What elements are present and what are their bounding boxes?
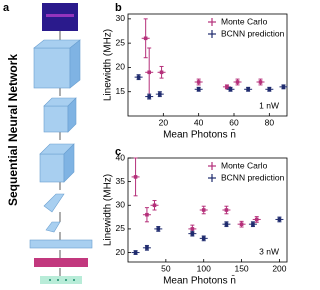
y-tick-label: 20 (116, 62, 126, 72)
point (224, 208, 229, 212)
point (225, 85, 229, 89)
y-tick-label: 20 (116, 247, 126, 257)
point (267, 87, 272, 92)
point (258, 80, 263, 84)
point (190, 227, 195, 231)
point (158, 92, 162, 96)
figure: a b c Sequential Neural Network 20 40 60 80… (3, 2, 288, 287)
y-tick-label: 15 (116, 86, 126, 96)
diagram-title: Sequential Neural Network (6, 54, 20, 206)
point (239, 222, 244, 226)
y-tick-label: 40 (116, 152, 126, 162)
point (145, 212, 149, 217)
point (254, 217, 259, 222)
plot-frame (127, 157, 288, 263)
point (133, 250, 138, 255)
x-tick-label: 50 (161, 263, 171, 273)
network-diagram (29, 3, 93, 284)
x-tick-label: 200 (272, 263, 286, 273)
x-tick-label: 20 (159, 117, 169, 127)
x-tick-label: 150 (234, 263, 248, 273)
annotation: 3 nW (259, 246, 279, 256)
point (224, 222, 229, 226)
legend-label: BCNN prediction (221, 28, 285, 38)
point (156, 227, 161, 231)
x-tick-label: 40 (194, 117, 204, 127)
point (136, 75, 141, 79)
legend-label: Monte Carlo (221, 160, 268, 170)
panel-label: a (3, 2, 10, 14)
point (228, 87, 233, 92)
x-axis-label: Mean Photons n̄ (163, 274, 236, 287)
y-tick-label: 30 (116, 200, 126, 210)
point (152, 203, 157, 208)
y-tick-label: 25 (116, 223, 126, 233)
point (159, 70, 164, 75)
y-tick-label: 25 (116, 37, 126, 47)
point (147, 70, 151, 75)
panel-label: c (115, 146, 121, 158)
point (235, 80, 240, 84)
point (201, 208, 206, 212)
y-axis-label: Linewidth (MHz) (103, 29, 114, 101)
y-tick-label: 30 (116, 13, 126, 23)
plot-frame (127, 13, 288, 117)
point (277, 217, 282, 222)
point (190, 231, 195, 236)
point (196, 87, 201, 92)
point (145, 246, 149, 250)
y-tick-label: 35 (116, 176, 126, 186)
point (201, 236, 206, 241)
point (281, 85, 286, 89)
x-axis-label: Mean Photons n̄ (163, 128, 236, 141)
point (196, 80, 201, 84)
legend-label: BCNN prediction (221, 172, 285, 182)
point (133, 175, 138, 179)
y-axis-label: Linewidth (MHz) (103, 174, 114, 246)
point (143, 36, 148, 41)
annotation: 1 nW (259, 100, 279, 110)
legend-label: Monte Carlo (221, 16, 268, 26)
x-tick-label: 100 (197, 263, 211, 273)
x-tick-label: 80 (265, 117, 275, 127)
panel-label: b (115, 2, 122, 14)
point (147, 94, 151, 99)
point (246, 87, 250, 92)
x-tick-label: 60 (229, 117, 239, 127)
point (251, 222, 255, 226)
